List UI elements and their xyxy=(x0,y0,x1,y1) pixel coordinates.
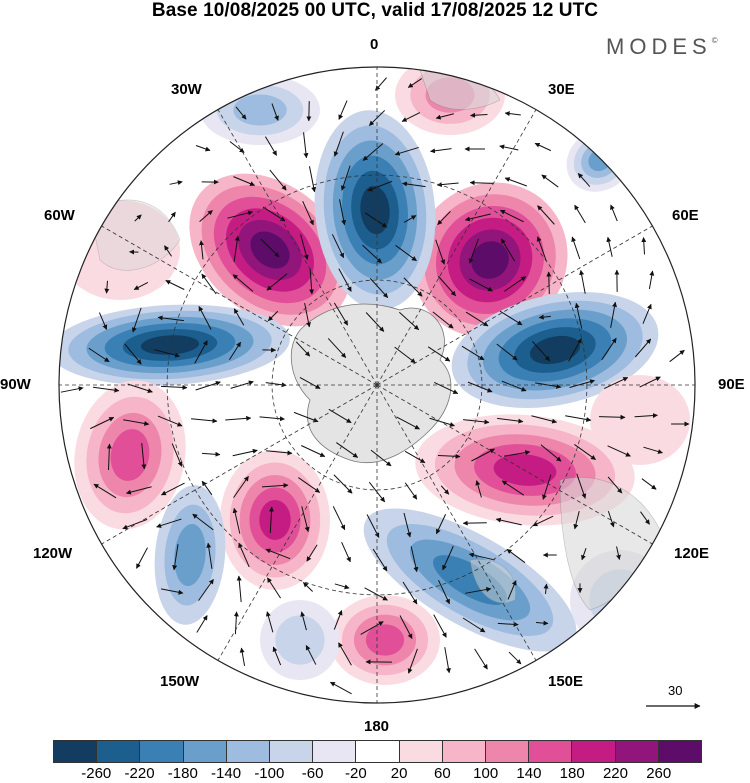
colorbar-swatch xyxy=(54,741,98,762)
map-boundary xyxy=(58,66,696,704)
colorbar-swatch xyxy=(529,741,573,762)
colorbar-swatch xyxy=(183,741,227,762)
colorbar-tick-label: -60 xyxy=(301,765,324,782)
brand-name: MODES xyxy=(606,34,712,59)
colorbar-swatch xyxy=(97,741,141,762)
longitude-label-150w: 150W xyxy=(160,673,200,690)
longitude-label-150e: 150E xyxy=(548,673,584,690)
longitude-label-90e: 90E xyxy=(718,376,745,393)
colorbar-tick-label: -220 xyxy=(124,765,155,782)
colorbar-tick-label: 220 xyxy=(602,765,628,782)
longitude-label-90w: 90W xyxy=(0,376,31,393)
longitude-label-120w: 120W xyxy=(33,545,73,562)
modes-logo: MODES© xyxy=(606,34,718,60)
colorbar-tick-label: 20 xyxy=(390,765,408,782)
longitude-label-180: 180 xyxy=(364,718,390,735)
colorbar-tick-label: 180 xyxy=(559,765,585,782)
colorbar-swatch xyxy=(486,741,530,762)
colorbar-swatch xyxy=(356,741,400,762)
colorbar-swatch xyxy=(226,741,271,762)
copyright-mark: © xyxy=(711,36,718,45)
colorbar-swatch xyxy=(615,741,659,762)
colorbar-tick-label: 140 xyxy=(516,765,542,782)
colorbar-tick-label: 100 xyxy=(473,765,499,782)
colorbar-tick-label: -20 xyxy=(345,765,367,782)
anomaly-field xyxy=(59,67,690,685)
longitude-label-30e: 30E xyxy=(548,81,575,98)
longitude-label-30w: 30W xyxy=(171,81,202,98)
antarctica-landmass xyxy=(89,67,661,611)
polar-map xyxy=(58,66,701,709)
colorbar-tick-label: 60 xyxy=(434,765,451,782)
longitude-label-60e: 60E xyxy=(672,207,699,224)
colorbar-tick-label: 260 xyxy=(646,765,672,782)
colorbar-swatch xyxy=(572,741,616,762)
colorbar-swatch xyxy=(399,741,443,762)
colorbar-tick-label: -180 xyxy=(167,765,198,782)
colorbar-swatch xyxy=(270,741,314,762)
longitude-label-0: 0 xyxy=(370,36,379,53)
colorbar xyxy=(53,740,702,763)
graticule xyxy=(59,67,695,703)
colorbar-ticks: -260 -220 -180 -140 -100 -60 -20 20 60 100 140 180 2… xyxy=(0,765,750,783)
longitude-label-120e: 120E xyxy=(674,545,710,562)
colorbar-tick-label: -260 xyxy=(81,765,112,782)
colorbar-swatch xyxy=(442,741,487,762)
colorbar-tick-label: -140 xyxy=(211,765,242,782)
map-title: Base 10/08/2025 00 UTC, valid 17/08/2025… xyxy=(151,0,599,21)
colorbar-swatch xyxy=(140,741,184,762)
colorbar-swatch xyxy=(658,741,702,762)
colorbar-swatch xyxy=(313,741,357,762)
wind-vectors xyxy=(60,77,690,695)
reference-vector-label: 30 xyxy=(668,683,683,698)
colorbar-tick-label: -100 xyxy=(254,765,285,782)
longitude-label-60w: 60W xyxy=(44,207,75,224)
